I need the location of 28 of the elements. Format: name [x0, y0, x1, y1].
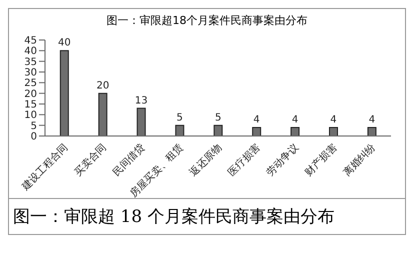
y-tick-label: 0: [30, 132, 37, 143]
y-tick-label: 40: [24, 46, 37, 58]
y-tick-label: 30: [24, 68, 37, 79]
data-label: 4: [253, 114, 260, 126]
y-tick-label: 45: [24, 36, 37, 47]
data-label: 4: [292, 114, 298, 126]
x-tick-label: 财产损害: [302, 142, 340, 178]
data-label: 20: [96, 80, 110, 92]
data-label: 5: [176, 112, 183, 124]
y-tick-label: 10: [24, 110, 37, 122]
y-tick-label: 25: [24, 78, 37, 90]
x-tick-label: 建设工程合同: [18, 142, 70, 194]
x-tick-label: 返还原物: [187, 142, 224, 178]
data-label: 4: [330, 114, 337, 126]
y-tick-label: 5: [30, 120, 37, 132]
x-tick-label: 买卖合同: [72, 142, 109, 178]
y-tick-label: 35: [24, 56, 37, 68]
chart-title: 图一：审限超18个月案件民商事案由分布: [106, 13, 308, 28]
x-tick-label: 离婚纠纷: [341, 142, 378, 178]
data-label: 13: [134, 95, 148, 106]
x-tick-label: 劳动争议: [264, 142, 302, 178]
data-label: 4: [368, 114, 376, 126]
y-tick-label: 15: [24, 100, 37, 111]
y-tick-label: 20: [24, 88, 37, 100]
text: 图一：审限超 18 个月案件民商事案由分布: [9, 198, 405, 234]
data-label: 5: [214, 112, 222, 124]
x-tick-label: 医疗损害: [226, 142, 263, 178]
data-label: 40: [58, 38, 71, 49]
